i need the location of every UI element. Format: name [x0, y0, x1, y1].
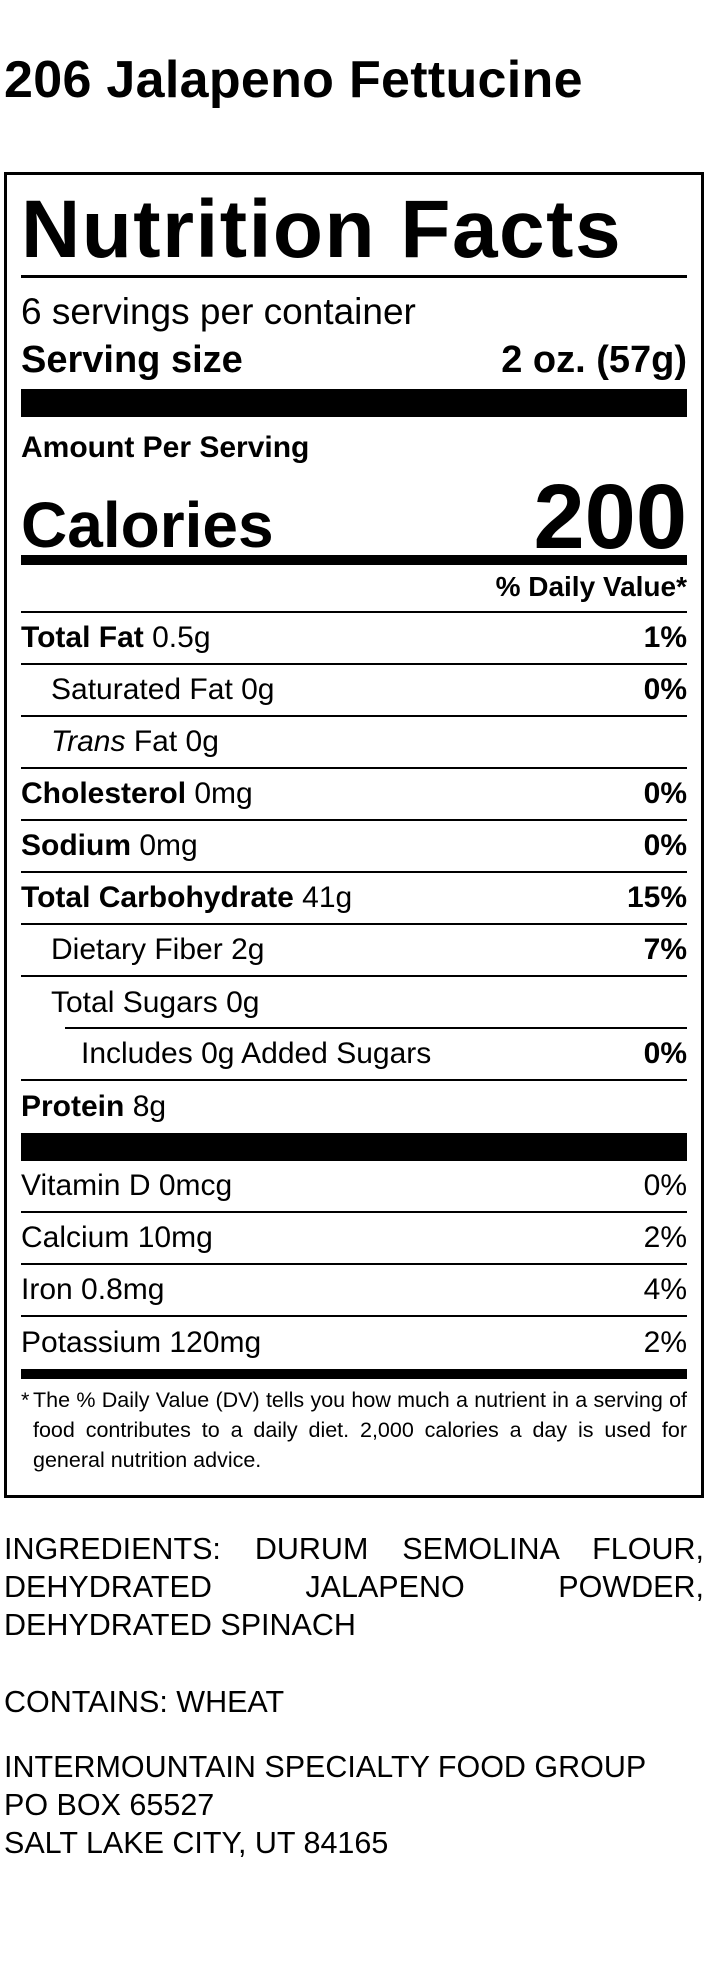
- serving-size-row: Serving size 2 oz. (57g): [21, 341, 687, 379]
- nutrient-name: Protein: [21, 1090, 125, 1123]
- vitamin-name: Potassium: [21, 1326, 162, 1359]
- ingredients-statement: INGREDIENTS: DURUM SEMOLINA FLOUR, DEHYD…: [4, 1532, 704, 1642]
- vitamin-row-potassium: Potassium 120mg 2%: [21, 1317, 687, 1369]
- vitamin-row-iron: Iron 0.8mg 4%: [21, 1265, 687, 1317]
- nutrient-row-total-carbohydrate: Total Carbohydrate 41g 15%: [21, 873, 687, 925]
- nutrient-amount: 8g: [132, 1090, 167, 1123]
- daily-value-footnote: * The % Daily Value (DV) tells you how m…: [21, 1385, 687, 1475]
- medium-rule: [21, 555, 687, 565]
- nutrition-facts-label: Nutrition Facts 6 servings per container…: [4, 172, 704, 1498]
- vitamin-name: Calcium: [21, 1221, 130, 1254]
- daily-value-header: % Daily Value*: [495, 571, 687, 602]
- nutrient-name: Sodium: [21, 829, 131, 862]
- address-line: INTERMOUNTAIN SPECIALTY FOOD GROUP: [4, 1750, 647, 1784]
- thick-rule-top: [21, 389, 687, 417]
- nutrient-amount: 0mg: [194, 777, 253, 810]
- nutrient-dv: 1%: [643, 621, 687, 654]
- nutrient-dv: 0%: [643, 777, 687, 810]
- vitamin-row-calcium: Calcium 10mg 2%: [21, 1213, 687, 1265]
- nutrient-row-trans-fat: Trans Fat 0g: [21, 717, 687, 769]
- nutrient-name: Total Carbohydrate: [21, 881, 294, 914]
- vitamin-amount: 10mg: [137, 1221, 213, 1254]
- nutrient-row-total-sugars: Total Sugars 0g: [21, 977, 687, 1029]
- nutrient-amount: 0g: [185, 725, 219, 758]
- calories-label: Calories: [21, 489, 274, 561]
- vitamin-dv: 2%: [643, 1221, 687, 1254]
- nutrient-dv: 0%: [643, 829, 687, 862]
- product-title: 206 Jalapeno Fettucine: [4, 51, 583, 109]
- nutrient-amount: 0.5g: [152, 621, 211, 654]
- nutrient-name: Dietary Fiber: [51, 933, 223, 966]
- vitamin-amount: 0mcg: [158, 1169, 233, 1202]
- vitamin-dv: 4%: [643, 1273, 687, 1306]
- calories-value: 200: [533, 466, 688, 568]
- nutrient-row-saturated-fat: Saturated Fat 0g 0%: [21, 665, 687, 717]
- nutrient-name: Includes 0g Added Sugars: [81, 1037, 432, 1070]
- added-sugars-rule: [65, 1027, 687, 1029]
- servings-per-container: 6 servings per container: [21, 291, 416, 332]
- vitamin-dv: 2%: [643, 1326, 687, 1359]
- nutrient-dv: 7%: [643, 933, 687, 966]
- serving-size-label: Serving size: [21, 339, 243, 381]
- nutrient-row-dietary-fiber: Dietary Fiber 2g 7%: [21, 925, 687, 977]
- dv-header-rule: [21, 611, 687, 613]
- nutrient-row-added-sugars: Includes 0g Added Sugars 0%: [21, 1029, 687, 1081]
- title-rule: [21, 275, 687, 278]
- serving-size-value: 2 oz. (57g): [501, 339, 687, 381]
- vitamin-amount: 0.8mg: [81, 1273, 165, 1306]
- nutrient-dv: 15%: [626, 881, 687, 914]
- nutrient-row-cholesterol: Cholesterol 0mg 0%: [21, 769, 687, 821]
- footnote-text: The % Daily Value (DV) tells you how muc…: [33, 1388, 687, 1472]
- address-line: SALT LAKE CITY, UT 84165: [4, 1826, 389, 1860]
- thick-rule-vitamins: [21, 1133, 687, 1161]
- allergen-statement: CONTAINS: WHEAT: [4, 1685, 285, 1719]
- nutrient-name-suffix: Fat: [133, 725, 178, 758]
- footnote-star: *: [21, 1388, 30, 1412]
- nutrient-row-total-fat: Total Fat 0.5g 1%: [21, 613, 687, 665]
- address-line: PO BOX 65527: [4, 1788, 215, 1822]
- vitamin-row-vitamin-d: Vitamin D 0mcg 0%: [21, 1161, 687, 1213]
- vitamin-dv: 0%: [643, 1169, 687, 1202]
- nutrient-row-protein: Protein 8g: [21, 1081, 687, 1133]
- footnote-rule: [21, 1369, 687, 1379]
- nutrient-amount: 0mg: [139, 829, 198, 862]
- nutrient-amount: 2g: [231, 933, 265, 966]
- vitamin-amount: 120mg: [169, 1326, 262, 1359]
- nutrient-amount: 41g: [302, 881, 353, 914]
- nutrient-name: Trans: [51, 725, 126, 758]
- calories-row: Calories 200: [21, 453, 687, 563]
- nutrient-name: Total Sugars: [51, 986, 218, 1019]
- vitamin-name: Iron: [21, 1273, 73, 1306]
- vitamin-name: Vitamin D: [21, 1169, 151, 1202]
- nutrient-name: Total Fat: [21, 621, 144, 654]
- nutrient-dv: 0%: [643, 673, 687, 706]
- amount-per-serving: Amount Per Serving: [21, 431, 310, 464]
- manufacturer-address: INTERMOUNTAIN SPECIALTY FOOD GROUP PO BO…: [4, 1748, 646, 1862]
- nutrient-amount: 0g: [226, 986, 260, 1019]
- nutrient-dv: 0%: [643, 1037, 687, 1070]
- nutrient-row-sodium: Sodium 0mg 0%: [21, 821, 687, 873]
- nutrition-facts-title: Nutrition Facts: [21, 184, 623, 275]
- nutrient-name: Saturated Fat: [51, 673, 233, 706]
- nutrient-amount: 0g: [241, 673, 275, 706]
- nutrient-name: Cholesterol: [21, 777, 187, 810]
